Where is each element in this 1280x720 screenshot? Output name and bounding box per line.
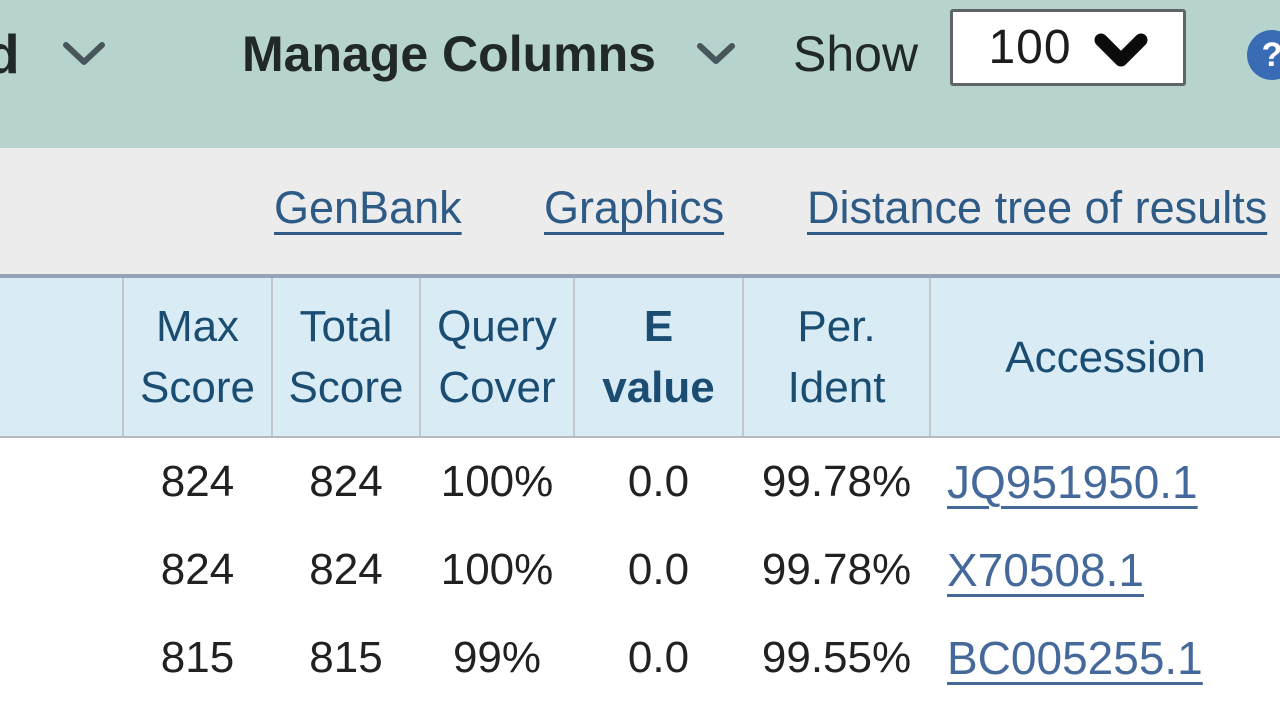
- table-row: 824 824 100% 0.0 99.78% JQ951950.1: [0, 438, 1280, 526]
- header-label: E: [643, 302, 674, 351]
- table-row: 815 815 99% 0.0 99.55% BC005255.1: [0, 614, 1280, 702]
- row-cell-empty: [0, 526, 122, 614]
- header-label: Accession: [1005, 332, 1206, 382]
- e-value: 0.0: [627, 545, 690, 594]
- chevron-down-icon: [62, 41, 106, 67]
- genbank-link[interactable]: GenBank: [274, 182, 462, 233]
- per-ident-value: 99.78%: [761, 545, 912, 594]
- per-ident-value: 99.78%: [761, 457, 912, 506]
- header-cell-accession[interactable]: Accession: [929, 278, 1280, 436]
- truncated-menu-button[interactable]: d: [0, 14, 106, 94]
- query-cover-value: 99%: [452, 633, 542, 682]
- row-cell-empty: [0, 614, 122, 702]
- total-score-value: 824: [309, 457, 383, 506]
- header-label: value: [602, 363, 715, 412]
- accession-link[interactable]: JQ951950.1: [947, 456, 1198, 508]
- total-score-value: 824: [309, 545, 383, 594]
- help-button[interactable]: ?: [1247, 30, 1280, 80]
- table-row: 824 824 100% 0.0 99.78% X70508.1: [0, 526, 1280, 614]
- header-cell-query-cover[interactable]: Query Cover: [419, 278, 573, 436]
- max-score-value: 824: [160, 545, 235, 594]
- page-size-select[interactable]: 100: [950, 9, 1186, 86]
- e-value: 0.0: [627, 457, 690, 506]
- accession-link[interactable]: BC005255.1: [947, 632, 1203, 684]
- header-label: Per.: [797, 302, 876, 351]
- distance-tree-link[interactable]: Distance tree of results: [807, 182, 1268, 233]
- header-label: Score: [288, 363, 404, 412]
- header-cell-per-ident[interactable]: Per. Ident: [742, 278, 929, 436]
- total-score-value: 815: [309, 633, 383, 682]
- header-cell-total-score[interactable]: Total Score: [271, 278, 419, 436]
- row-cell-empty: [0, 438, 122, 526]
- manage-columns-button[interactable]: Manage Columns: [242, 14, 736, 94]
- show-label: Show: [793, 26, 919, 82]
- header-cell-e-value[interactable]: E value: [573, 278, 742, 436]
- truncated-menu-label: d: [0, 23, 20, 85]
- page-size-value: 100: [988, 21, 1072, 74]
- chevron-down-icon: [696, 42, 736, 66]
- max-score-value: 824: [160, 457, 235, 506]
- max-score-value: 815: [160, 633, 235, 682]
- chevron-down-icon: [1094, 29, 1148, 67]
- e-value: 0.0: [627, 633, 690, 682]
- header-label: Cover: [438, 363, 556, 412]
- results-table-header: Max Score Total Score Query Cover E valu…: [0, 278, 1280, 438]
- header-label: Total: [299, 302, 393, 351]
- query-cover-value: 100%: [440, 545, 554, 594]
- question-mark-icon: ?: [1262, 38, 1280, 72]
- header-cell-empty: [0, 278, 122, 436]
- per-ident-value: 99.55%: [761, 633, 912, 682]
- header-label: Ident: [787, 363, 886, 412]
- accession-link[interactable]: X70508.1: [947, 544, 1144, 596]
- manage-columns-label: Manage Columns: [242, 26, 656, 82]
- query-cover-value: 100%: [440, 457, 554, 506]
- graphics-link[interactable]: Graphics: [544, 182, 725, 233]
- results-toolbar: d Manage Columns Show 100 ?: [0, 0, 1280, 148]
- result-format-links-bar: GenBank Graphics Distance tree of result…: [0, 148, 1280, 278]
- header-label: Score: [140, 363, 255, 412]
- header-label: Max: [155, 302, 240, 351]
- header-label: Query: [437, 302, 557, 351]
- header-cell-max-score[interactable]: Max Score: [122, 278, 271, 436]
